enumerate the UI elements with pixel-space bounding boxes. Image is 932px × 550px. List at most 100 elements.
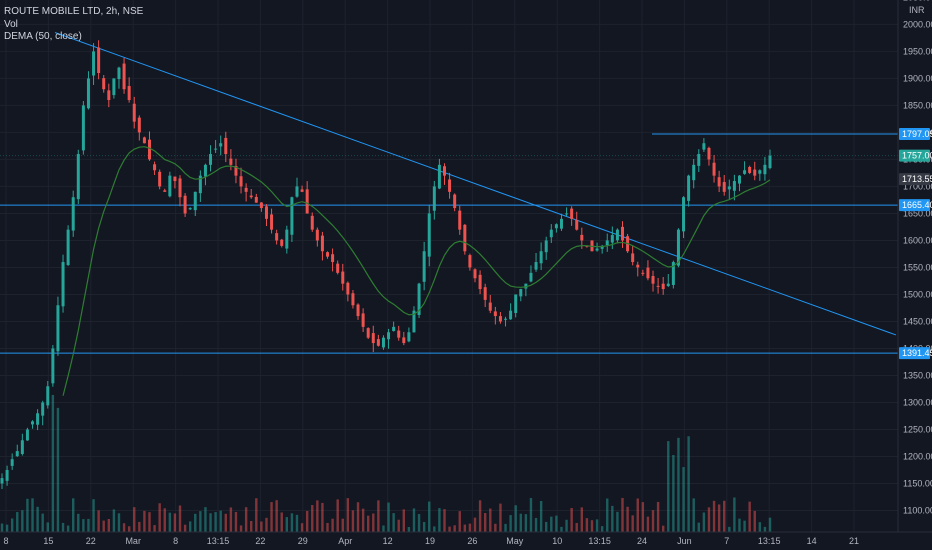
volume-bar xyxy=(580,507,584,532)
volume-bar xyxy=(21,510,24,532)
candle-body xyxy=(132,103,136,122)
volume-bar xyxy=(606,498,609,532)
price-axis[interactable]: 1100.00 1150.00 1200.00 1250.00 1300.00 1350.… xyxy=(903,0,932,515)
time-tick-label: 19 xyxy=(425,536,435,546)
price-badge-label: 1391.45 xyxy=(902,348,932,358)
volume-bar xyxy=(565,519,568,532)
time-tick-label: 24 xyxy=(637,536,647,546)
price-tick-label: 1600.00 xyxy=(903,235,932,245)
volume-bar xyxy=(519,513,522,532)
volume-bar xyxy=(102,520,105,532)
vol-legend[interactable]: Vol xyxy=(4,18,18,30)
candle-body xyxy=(473,269,477,279)
candle-body xyxy=(15,451,19,457)
candle-body xyxy=(270,214,274,230)
volume-bar xyxy=(697,522,700,532)
volume-bar xyxy=(275,500,278,532)
volume-bar xyxy=(199,511,202,532)
candle-body xyxy=(615,229,619,241)
price-tick-label: 1700.00 xyxy=(903,181,932,191)
volume-bar xyxy=(483,513,487,532)
trendline-path[interactable] xyxy=(54,32,897,336)
volume-bar xyxy=(265,517,268,532)
volume-bar xyxy=(494,523,497,532)
volume-bar xyxy=(621,497,624,532)
candle-body xyxy=(36,413,40,425)
volume-bar xyxy=(229,507,233,532)
candle-body xyxy=(692,164,696,181)
time-tick-label: 22 xyxy=(86,536,96,546)
volume-bar xyxy=(397,519,400,532)
volume-bar xyxy=(56,407,60,532)
volume-bar xyxy=(524,514,528,532)
candle-body xyxy=(198,175,202,194)
candle-body xyxy=(178,178,182,198)
candle-body xyxy=(117,67,121,80)
candle-body xyxy=(203,164,207,177)
candle-body xyxy=(732,181,736,191)
candle-body xyxy=(392,326,396,332)
price-tick-label: 2000.00 xyxy=(903,19,932,29)
volume-bar xyxy=(148,512,151,532)
candle-body xyxy=(275,233,279,241)
volume-bar xyxy=(219,510,222,532)
candle-body xyxy=(651,276,655,284)
candle-body xyxy=(514,294,518,313)
volume-bar xyxy=(468,523,472,532)
volume-bar xyxy=(158,503,161,532)
price-tick-label: 1100.00 xyxy=(903,505,932,515)
candle-body xyxy=(498,316,502,322)
time-tick-label: Apr xyxy=(338,536,352,546)
candle-body xyxy=(641,272,645,274)
volume-bar xyxy=(499,503,502,532)
volume-bar xyxy=(667,441,670,532)
volume-bar xyxy=(82,519,85,532)
candle-body xyxy=(753,169,757,176)
volume-bar xyxy=(463,524,467,532)
volume-bar xyxy=(122,523,126,532)
candle-body xyxy=(147,139,151,160)
candle-body xyxy=(305,189,309,214)
candle-body xyxy=(768,155,772,169)
time-axis[interactable]: 8 15 22 Mar 8 13:15 22 29 Apr 12 19 26 May 10 13:15 24 J… xyxy=(3,536,859,546)
volume-bar xyxy=(361,508,365,532)
candle-body xyxy=(188,208,192,210)
volume-bar xyxy=(687,436,690,532)
price-badge-label: 1757.00 xyxy=(902,151,932,161)
candle-body xyxy=(320,235,324,252)
candle-body xyxy=(646,267,650,279)
candle-body xyxy=(519,289,523,297)
candle-body xyxy=(51,348,55,384)
candle-body xyxy=(0,478,4,484)
time-tick-label: 8 xyxy=(3,536,8,546)
candles xyxy=(0,40,772,489)
price-badge-label: 1713.55 xyxy=(902,174,932,184)
candle-body xyxy=(493,311,497,317)
candle-body xyxy=(331,254,335,263)
price-tick-label: 1450.00 xyxy=(903,316,932,326)
candle-body xyxy=(310,215,314,230)
volume-bar xyxy=(636,498,639,532)
volume-bar xyxy=(712,500,716,532)
volume-bar xyxy=(560,526,563,532)
candle-body xyxy=(381,337,385,348)
volume-bar xyxy=(316,500,319,532)
volume-bar xyxy=(443,509,446,532)
volume-bar xyxy=(743,520,746,532)
symbol-title[interactable]: ROUTE MOBILE LTD, 2h, NSE xyxy=(4,6,144,17)
volume-bar xyxy=(153,525,156,532)
candle-body xyxy=(427,213,431,257)
volume-bar xyxy=(733,497,736,532)
trendline[interactable] xyxy=(54,32,897,336)
candle-body xyxy=(448,179,452,192)
time-tick-label: 8 xyxy=(173,536,178,546)
volume-bar xyxy=(341,518,344,532)
volume-bar xyxy=(112,509,116,532)
volume-bar xyxy=(529,498,533,532)
volume-bar xyxy=(387,502,390,532)
candle-body xyxy=(5,469,9,481)
dema-legend[interactable]: DEMA (50, close) xyxy=(4,31,82,42)
candle-body xyxy=(743,170,747,174)
volume-bar xyxy=(616,511,619,532)
